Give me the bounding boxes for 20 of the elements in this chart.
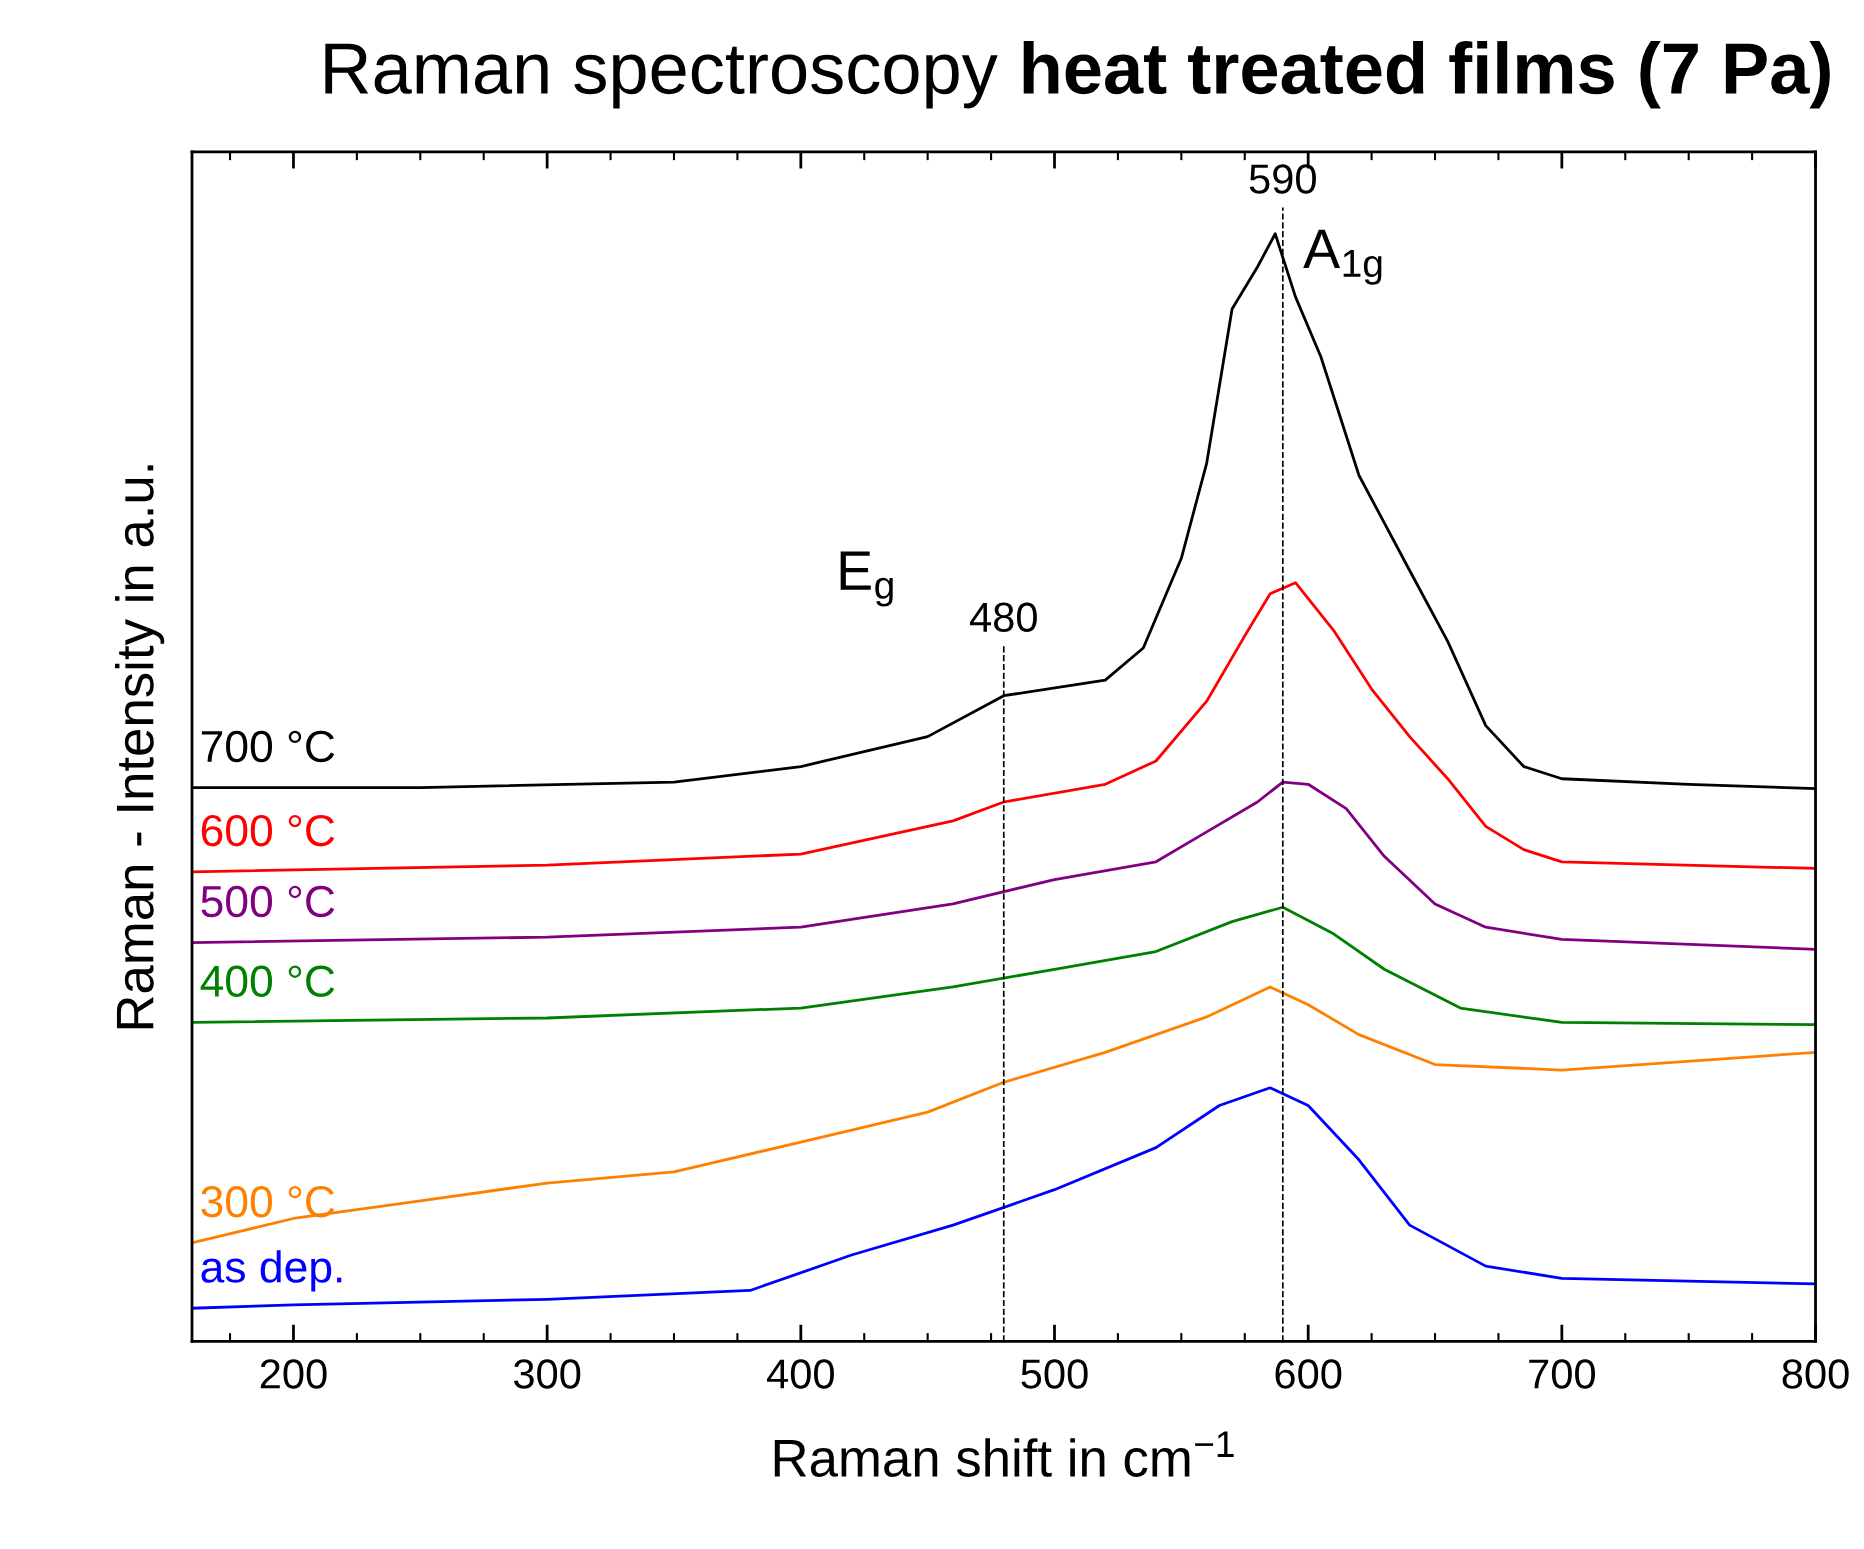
y-axis-title: Raman - Intensity in a.u. [115,465,165,1029]
x-tick-label: 800 [1782,1359,1849,1389]
ref-line-label: 590 [1249,164,1316,194]
x-tick-label: 700 [1529,1359,1595,1389]
x-tick-label: 600 [1275,1359,1342,1389]
annotation: E$_{g}$ [840,551,893,607]
series-label: as dep. [201,1250,342,1292]
ref-line-label: 480 [969,602,1037,633]
annotation: A$_{1g}$ [1303,229,1382,285]
x-axis-title: Raman shift in cm$^{−1}$ [774,1431,1234,1477]
x-tick-label: 500 [1021,1359,1088,1389]
x-tick-label: 400 [767,1359,834,1389]
series-label: 700 °C [201,730,335,763]
series-label: 600 °C [201,814,335,847]
chart-title: Raman spectroscopy [325,43,998,109]
x-tick-label: 200 [260,1359,327,1389]
chart-subtitle: heat treated films (7 Pa) [1023,41,1830,109]
x-tick-label: 300 [513,1359,581,1389]
series-label: 500 °C [201,885,335,918]
series-label: 400 °C [200,965,335,998]
